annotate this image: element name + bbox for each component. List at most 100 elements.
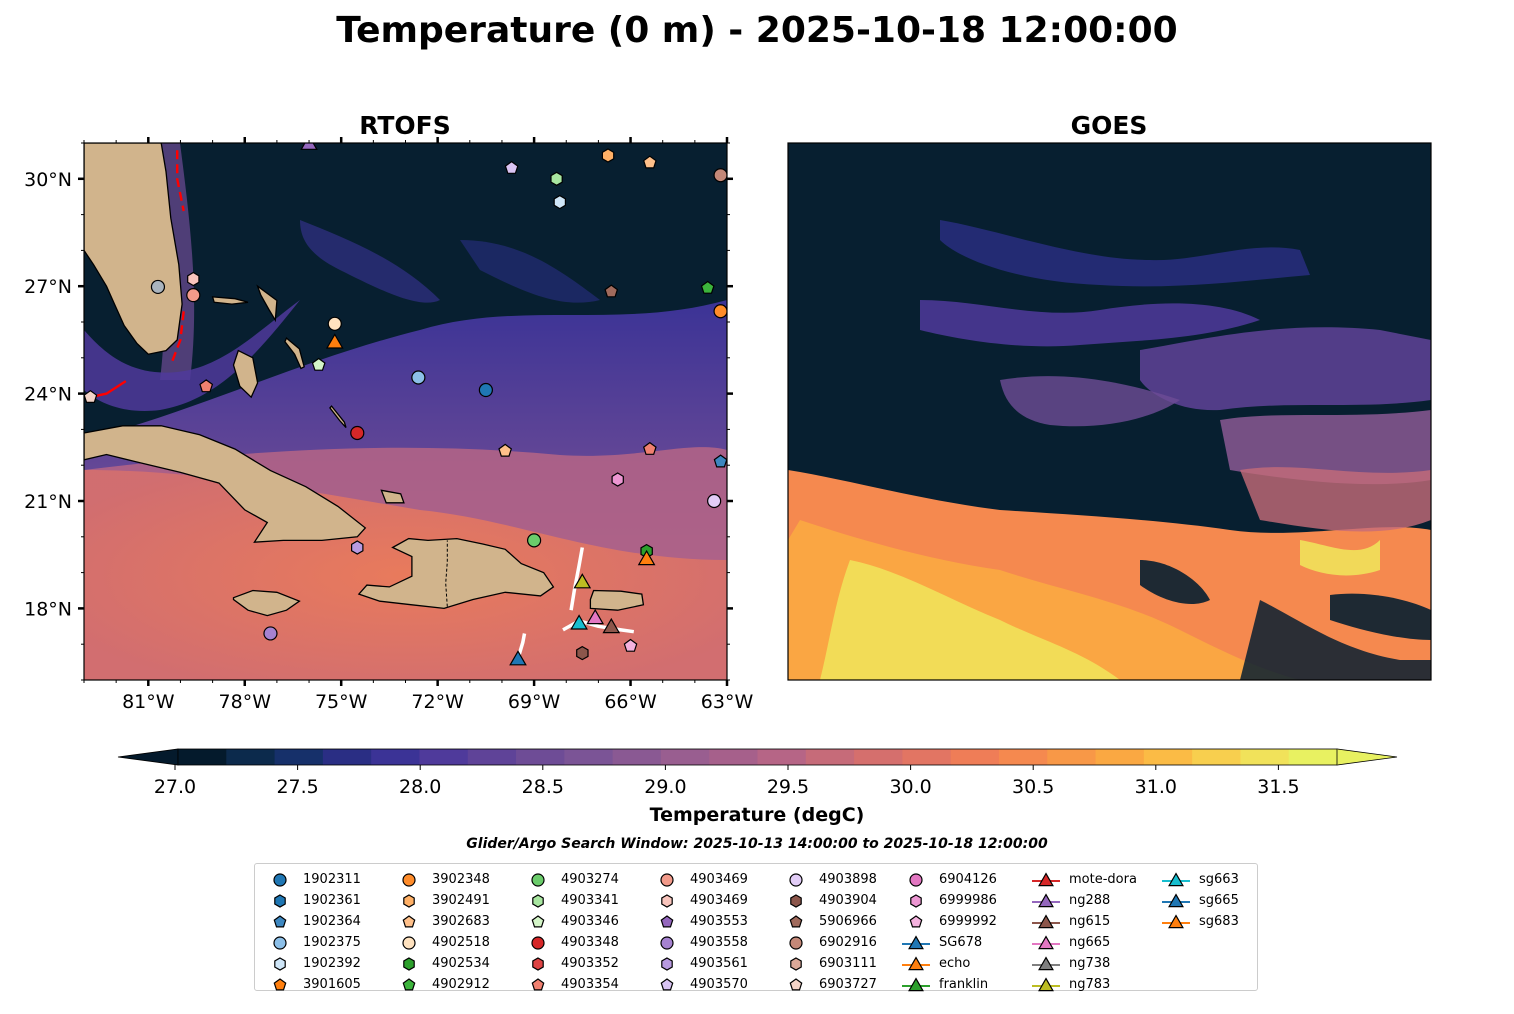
legend-marker	[661, 956, 673, 971]
colorbar-tick-label: 28.5	[522, 776, 564, 798]
panel-title-goes: GOES	[1071, 111, 1148, 140]
colorbar-tick-label: 30.0	[889, 776, 931, 798]
legend-item: 4903898	[781, 869, 877, 890]
legend-label: 6904126	[939, 872, 997, 887]
colorbar-segment	[1095, 749, 1145, 765]
float-marker-4	[199, 379, 214, 393]
x-tick-label: 81°W	[122, 691, 175, 713]
colorbar-segment	[1047, 749, 1097, 765]
colorbar-segment	[1143, 749, 1193, 765]
legend-marker	[531, 977, 545, 990]
legend-swatch-triangle-icon	[1032, 892, 1060, 907]
legend-item: ng288	[1031, 890, 1137, 911]
glider-marker-ng665	[586, 608, 605, 625]
legend-marker	[908, 934, 924, 949]
legend-swatch-pentagon-icon	[402, 977, 416, 990]
legend-marker	[909, 914, 923, 927]
legend-label: 4903570	[690, 977, 748, 992]
legend-marker	[789, 977, 803, 990]
legend-marker	[908, 976, 924, 991]
colorbar-label: Temperature (degC)	[650, 804, 865, 826]
y-tick-label: 24°N	[24, 384, 72, 406]
legend-label: 4903469	[690, 893, 748, 908]
legend-swatch-circle-icon	[273, 872, 287, 887]
float-marker-29	[713, 304, 727, 319]
legend-label: 6903111	[819, 956, 877, 971]
legend-label: 3902348	[432, 872, 490, 887]
legend: 1902311 1902361 1902364 1902375 1902392 39016…	[254, 863, 1258, 992]
legend-swatch-pentagon-icon	[273, 977, 287, 990]
legend-marker	[789, 914, 803, 927]
panel-rtofs: RTOFS 81°W 78°W 75°W 72°W 69°W 66°W 63°W 18°N 21…	[24, 111, 753, 713]
legend-item: 3902491	[394, 890, 490, 911]
legend-label: ng665	[1069, 935, 1111, 950]
legend-marker	[789, 935, 803, 950]
x-tick-label: 75°W	[315, 691, 368, 713]
float-marker-16	[526, 533, 542, 548]
legend-label: 1902364	[303, 914, 361, 929]
legend-label: ng288	[1069, 893, 1111, 908]
legend-label: 3902491	[432, 893, 490, 908]
colorbar-segment	[998, 749, 1048, 765]
legend-swatch-circle-icon	[909, 872, 923, 887]
float-marker-28	[700, 280, 715, 294]
legend-column: 3902348 3902491 3902683 4902518 4902534 49029…	[394, 869, 490, 995]
legend-item: 6904126	[901, 869, 997, 890]
legend-marker	[402, 914, 416, 927]
legend-column: 1902311 1902361 1902364 1902375 1902392 39016…	[265, 869, 361, 995]
legend-label: 4903341	[561, 893, 619, 908]
legend-label: 4903469	[690, 872, 748, 887]
legend-marker	[1168, 913, 1184, 928]
legend-swatch-pentagon-icon	[402, 914, 416, 927]
legend-label: 4903558	[690, 935, 748, 950]
legend-item: sg665	[1161, 890, 1239, 911]
legend-marker	[910, 893, 922, 908]
y-tick-label: 18°N	[24, 598, 72, 620]
legend-item: 4902912	[394, 974, 490, 995]
legend-item: 4903341	[523, 890, 619, 911]
glider-marker-sg663	[570, 614, 588, 630]
legend-item: 1902392	[265, 953, 361, 974]
legend-label: echo	[939, 956, 971, 971]
land-andros	[232, 349, 259, 399]
colorbar-tick-label: 29.5	[767, 776, 809, 798]
y-tick-label: 27°N	[24, 276, 72, 298]
legend-marker	[790, 893, 802, 908]
x-tick-label: 66°W	[604, 691, 657, 713]
track-straits-red	[169, 311, 185, 366]
legend-item: 4902534	[394, 953, 490, 974]
legend-marker	[1038, 955, 1054, 970]
float-marker-11	[642, 441, 657, 455]
land-abaco	[256, 284, 278, 323]
legend-marker	[1038, 976, 1054, 991]
float-marker-27	[604, 284, 619, 298]
legend-marker	[531, 872, 545, 887]
legend-swatch-triangle-icon	[1032, 955, 1060, 970]
legend-marker	[273, 872, 287, 887]
legend-swatch-hexagon-icon	[274, 956, 286, 971]
legend-item: 4902518	[394, 932, 490, 953]
legend-item: echo	[901, 953, 997, 974]
colorbar-segment	[467, 749, 517, 765]
legend-label: sg663	[1199, 872, 1239, 887]
land-inagua	[380, 489, 405, 504]
legend-item: 4903274	[523, 869, 619, 890]
goes-field	[788, 143, 1431, 680]
legend-item: 3902683	[394, 911, 490, 932]
legend-marker	[273, 977, 287, 990]
figure-title: Temperature (0 m) - 2025-10-18 12:00:00	[336, 10, 1177, 51]
legend-label: 1902361	[303, 893, 361, 908]
float-marker-1	[187, 271, 200, 287]
legend-column: sg663 sg665 sg683	[1161, 869, 1239, 932]
float-marker-3	[84, 389, 98, 403]
legend-marker	[531, 914, 545, 927]
legend-label: 6902916	[819, 935, 877, 950]
colorbar-segment	[950, 749, 1000, 765]
legend-item: franklin	[901, 974, 997, 995]
legend-swatch-pentagon-icon	[273, 914, 287, 927]
legend-label: 4902518	[432, 935, 490, 950]
legend-label: 4903354	[561, 977, 619, 992]
float-marker-25	[642, 155, 657, 169]
legend-swatch-triangle-icon	[902, 955, 930, 970]
colorbar-segment	[612, 749, 662, 765]
